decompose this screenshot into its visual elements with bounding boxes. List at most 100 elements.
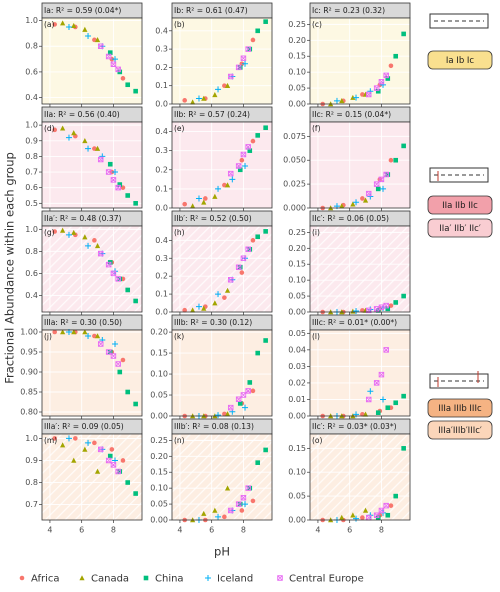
panel: IIb: R² = 0.57 (0.24) 0.0 0.1 0.2 0.3 0.4 (e) [155, 106, 273, 213]
x-tick-label: 4 [177, 526, 182, 535]
point [215, 291, 222, 298]
point [120, 458, 126, 463]
point [250, 498, 256, 504]
y-tick-label: 0.3 [155, 45, 168, 54]
point [182, 307, 187, 313]
legend-item: Africa [19, 574, 60, 585]
marker [255, 234, 261, 240]
marker [105, 53, 112, 60]
point [360, 515, 365, 520]
point [71, 329, 77, 335]
point [120, 76, 126, 81]
marker [110, 270, 117, 277]
point [239, 508, 245, 513]
marker [215, 291, 222, 298]
y-tick-label: 0.00 [288, 100, 306, 109]
marker [117, 182, 123, 187]
marker [353, 199, 360, 206]
panel: IIIb: R² = 0.30 (0.12) 0.00 0.05 0.10 0.15 0.… [150, 314, 273, 421]
marker [222, 514, 227, 520]
panel-title: IIa′: R² = 0.48 (0.37) [44, 214, 122, 223]
point [125, 193, 131, 198]
panel: IIIa: R² = 0.30 (0.50) 0.80 0.85 0.90 0.95 1.… [20, 314, 143, 419]
y-tick-label: 0.05 [288, 292, 306, 301]
panel: IIIb′: R² = 0.08 (0.13) 0.00 0.05 0.10 0.15 0… [150, 418, 273, 535]
point [255, 133, 261, 138]
marker [92, 146, 97, 151]
group-label-box [427, 218, 493, 238]
point [385, 405, 391, 411]
panel-title: IIIb′: R² = 0.08 (0.13) [174, 422, 254, 431]
point [110, 462, 117, 468]
point [401, 393, 406, 399]
panel: IIa′: R² = 0.48 (0.37) 0.4 0.6 0.8 1.0 (g) [25, 210, 143, 315]
y-tick-label: 0.1 [155, 290, 168, 299]
y-tick-label: 0.15 [288, 260, 306, 269]
marker [237, 401, 243, 406]
panel: IIc: R² = 0.15 (0.04*) 0.000 0.025 0.050 0.0… [283, 106, 411, 213]
point [117, 469, 123, 474]
point [133, 401, 138, 407]
marker [240, 151, 247, 158]
marker [237, 167, 243, 173]
marker [65, 231, 72, 238]
point [362, 197, 369, 203]
y-tick-label: 0.8 [25, 478, 38, 487]
panel: IIc′: R² = 0.03* (0.03*) 0.00 0.05 0.10 0.15… [288, 418, 411, 535]
panel-letter: (m) [44, 436, 57, 445]
point [365, 91, 372, 98]
marker [143, 575, 149, 581]
marker [117, 469, 123, 474]
marker [263, 19, 268, 24]
marker [385, 172, 391, 177]
point [195, 95, 202, 102]
marker [247, 246, 253, 252]
point [250, 37, 256, 43]
y-tick-label: 0.03 [288, 362, 306, 371]
marker [52, 229, 57, 234]
marker [94, 145, 101, 151]
marker [375, 410, 381, 415]
marker [215, 412, 222, 419]
point [97, 43, 104, 49]
marker [19, 575, 25, 581]
panel-letter: (l) [312, 332, 320, 341]
point [367, 193, 374, 200]
marker [378, 176, 385, 183]
marker [97, 43, 104, 49]
point [362, 411, 369, 417]
y-tick-label: 1.0 [25, 225, 38, 234]
point [112, 169, 119, 176]
marker [385, 512, 391, 518]
marker [112, 341, 119, 347]
point [222, 295, 227, 300]
point [107, 453, 113, 459]
marker [182, 201, 187, 207]
panel-border [41, 17, 143, 105]
hatching [310, 226, 410, 312]
marker [97, 250, 104, 257]
panel: IIIc: R² = 0.01* (0.00*) 0.00 0.01 0.02 0.03… [288, 314, 411, 421]
legend-label: Central Europe [289, 574, 364, 585]
point [107, 161, 113, 167]
y-tick-label: 0.20 [288, 36, 306, 45]
plot-background [310, 18, 410, 104]
point [215, 185, 222, 192]
point [205, 575, 211, 581]
y-tick-label: 0.20 [150, 452, 168, 461]
point [112, 341, 119, 347]
y-tick-label: 0.00 [288, 308, 306, 317]
panel-letter: (f) [312, 124, 321, 133]
marker [367, 193, 374, 200]
marker [85, 145, 92, 152]
point [92, 146, 97, 151]
y-tick-label: 0.10 [288, 68, 306, 77]
marker [239, 157, 245, 163]
marker [360, 308, 365, 313]
marker [240, 494, 247, 501]
marker [94, 468, 101, 474]
point [245, 246, 251, 253]
point [201, 199, 207, 205]
marker [247, 148, 253, 153]
marker [401, 31, 406, 37]
